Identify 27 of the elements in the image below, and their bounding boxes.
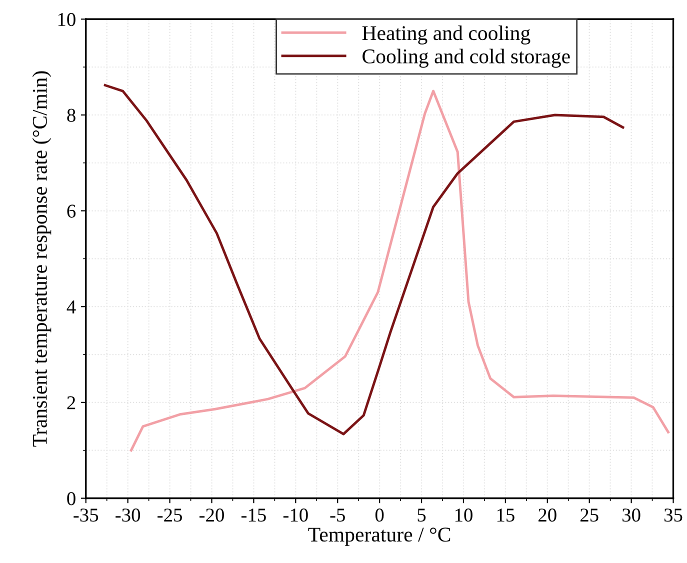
x-tick-label: 20 xyxy=(538,508,556,522)
x-tick-label: 0 xyxy=(375,508,384,522)
x-tick-label: -25 xyxy=(158,508,182,522)
x-tick-label: 5 xyxy=(418,508,426,522)
x-tick-label: 35 xyxy=(664,508,682,522)
legend-label: Heating and cooling xyxy=(362,26,530,44)
line-series xyxy=(130,90,670,452)
x-tick-label: -15 xyxy=(241,508,266,522)
line-series xyxy=(104,84,624,436)
x-tick-label: -30 xyxy=(116,508,140,522)
x-axis-title: Temperature / °C xyxy=(308,528,450,546)
x-tick-label: 25 xyxy=(580,508,598,522)
x-tick-label: -20 xyxy=(200,508,224,522)
y-tick-label: 0 xyxy=(67,492,76,506)
x-tick-label: -35 xyxy=(74,508,98,522)
x-tick-label: 15 xyxy=(497,508,514,522)
y-tick-label: 10 xyxy=(58,12,76,26)
y-tick-label: 2 xyxy=(67,396,76,410)
y-axis-title: Transient temperature response rate (°C/min) xyxy=(32,71,52,447)
x-tick-label: 30 xyxy=(622,508,640,522)
x-tick-label: -5 xyxy=(330,508,345,522)
x-tick-label: 10 xyxy=(455,508,472,522)
legend-label: Cooling and cold storage xyxy=(362,48,570,68)
y-tick-label: 4 xyxy=(66,300,76,314)
x-tick-label: -10 xyxy=(283,508,308,522)
y-tick-label: 6 xyxy=(67,204,76,218)
y-tick-label: 8 xyxy=(67,108,76,122)
